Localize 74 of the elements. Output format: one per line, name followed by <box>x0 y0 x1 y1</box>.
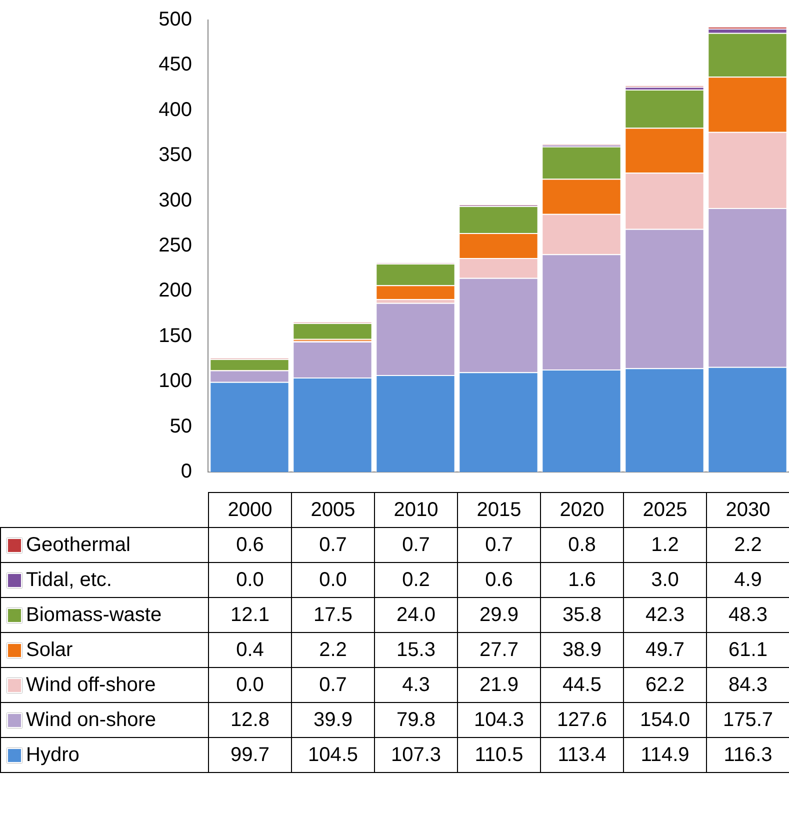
x-tick-label: 2020 <box>540 492 624 528</box>
data-label: 0.7 <box>292 668 374 702</box>
data-label: 0.7 <box>292 528 374 562</box>
data-label: 44.5 <box>540 668 624 702</box>
data-label: 116.3 <box>706 738 789 772</box>
data-label: 99.7 <box>208 738 292 772</box>
x-tick-label: 2000 <box>208 492 292 528</box>
x-tick-label: 2025 <box>624 492 706 528</box>
y-tick-label: 150 <box>158 324 192 347</box>
legend-label: Geothermal <box>26 534 130 556</box>
legend-label: Biomass-waste <box>26 604 162 626</box>
y-tick-label: 50 <box>170 415 192 438</box>
legend-label: Tidal, etc. <box>26 568 112 590</box>
data-label: 49.7 <box>624 632 706 668</box>
data-label: 29.9 <box>458 598 540 632</box>
y-tick-label: 500 <box>158 8 192 31</box>
data-label: 0.7 <box>458 528 540 562</box>
data-label: 17.5 <box>292 598 374 632</box>
data-label: 4.9 <box>706 562 789 598</box>
legend-label: Wind on-shore <box>26 708 156 730</box>
data-label: 21.9 <box>458 668 540 702</box>
data-label: 42.3 <box>624 598 706 632</box>
data-label: 35.8 <box>540 598 624 632</box>
data-label: 39.9 <box>292 702 374 738</box>
data-label: 79.8 <box>374 702 458 738</box>
data-label: 104.5 <box>292 738 374 772</box>
data-label: 0.8 <box>540 528 624 562</box>
data-label: 114.9 <box>624 738 706 772</box>
data-label: 0.7 <box>374 528 458 562</box>
legend-label: Solar <box>26 638 73 660</box>
x-tick-label: 2030 <box>706 492 789 528</box>
x-tick-label: 2010 <box>374 492 458 528</box>
data-label: 12.1 <box>208 598 292 632</box>
y-tick-label: 200 <box>158 280 192 302</box>
data-label: 154.0 <box>624 702 706 738</box>
data-label: 0.0 <box>208 562 292 598</box>
data-label: 113.4 <box>540 738 624 772</box>
data-label: 2.2 <box>706 528 789 562</box>
legend-label: Wind off-shore <box>26 674 156 696</box>
y-tick-label: 400 <box>158 98 192 121</box>
data-label: 0.0 <box>208 668 292 702</box>
data-label: 0.6 <box>208 528 292 562</box>
data-label: 0.2 <box>374 562 458 598</box>
data-label: 0.0 <box>292 562 374 598</box>
y-tick-label: 0 <box>180 460 192 483</box>
data-label: 127.6 <box>540 702 624 738</box>
data-label: 1.6 <box>540 562 624 598</box>
y-tick-label: 250 <box>158 234 192 257</box>
y-tick-label: 100 <box>158 370 192 392</box>
y-tick-label: 350 <box>158 144 192 166</box>
data-label: 4.3 <box>374 668 458 702</box>
data-label: 27.7 <box>458 632 540 668</box>
x-tick-label: 2015 <box>458 492 540 528</box>
x-tick-label: 2005 <box>292 492 374 528</box>
data-label: 0.4 <box>208 632 292 668</box>
data-label: 3.0 <box>624 562 706 598</box>
data-label: 15.3 <box>374 632 458 668</box>
data-label: 104.3 <box>458 702 540 738</box>
data-label: 12.8 <box>208 702 292 738</box>
data-label: 61.1 <box>706 632 789 668</box>
data-label: 48.3 <box>706 598 789 632</box>
data-label: 175.7 <box>706 702 789 738</box>
data-label: 24.0 <box>374 598 458 632</box>
data-label: 1.2 <box>624 528 706 562</box>
y-tick-label: 300 <box>158 189 192 212</box>
data-label: 107.3 <box>374 738 458 772</box>
data-label: 2.2 <box>292 632 374 668</box>
data-label: 38.9 <box>540 632 624 668</box>
data-label: 0.6 <box>458 562 540 598</box>
data-label: 62.2 <box>624 668 706 702</box>
data-label: 110.5 <box>458 738 540 772</box>
legend-label: Hydro <box>26 744 80 766</box>
data-label: 84.3 <box>706 668 789 702</box>
y-tick-label: 450 <box>158 54 192 76</box>
